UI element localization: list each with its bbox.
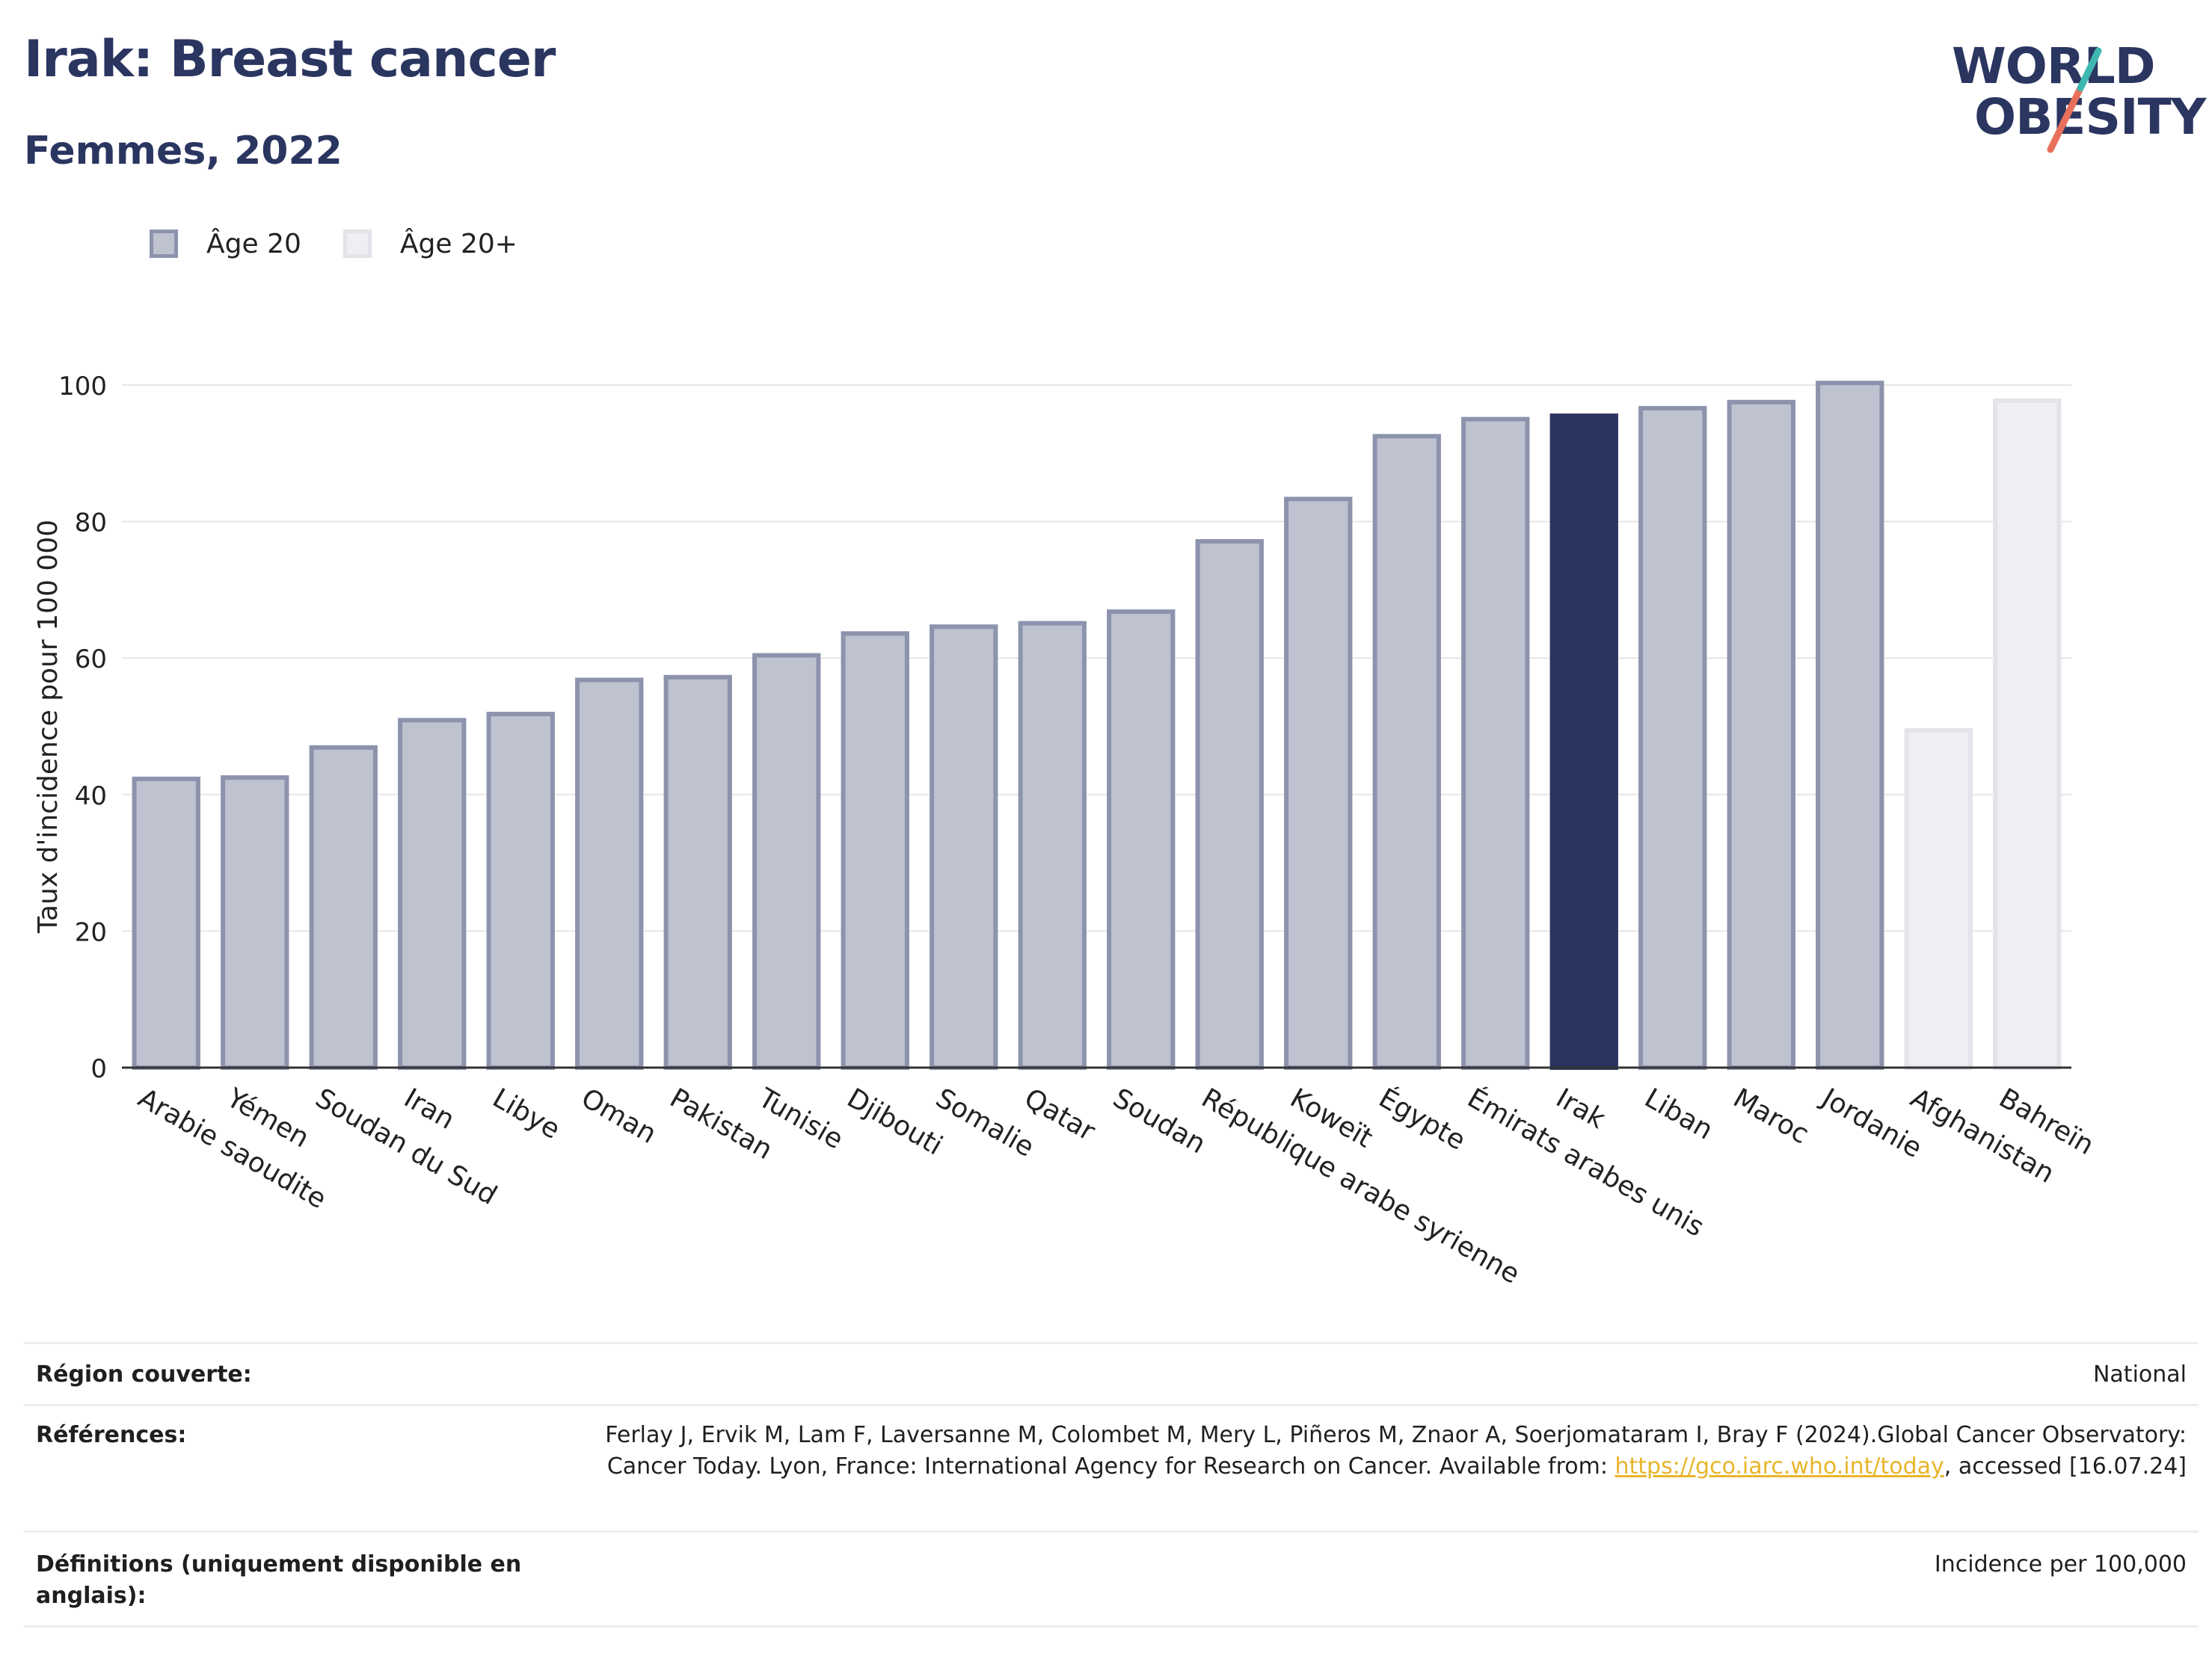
y-tick-label: 60 [75,644,107,674]
bar-chart: 0 20 40 60 80 100 Taux d'incidence pour 100 00… [33,372,2099,1290]
bar [1107,609,1176,1070]
bar [663,674,732,1071]
info-value-references: Ferlay J, Ervik M, Lam F, Laversanne M, … [541,1406,2199,1530]
logo-line-1: WORLD [1952,37,2156,95]
info-value-region: National [2092,1361,2187,1388]
x-tick-label: Soudan [1107,1083,1211,1160]
x-tick-label: Libye [488,1083,565,1145]
bar [1284,496,1353,1070]
bar [1195,539,1264,1070]
legend-swatch-age-20-plus [342,230,372,258]
info-table: Région couverte: National Références: Fe… [24,1342,2199,1628]
bar [1638,406,1707,1071]
legend-swatch-age-20 [150,230,178,258]
x-tick-label: Maroc [1728,1083,1814,1150]
bar [1904,727,1973,1071]
bar [1018,621,1087,1070]
bar [1993,398,2062,1070]
references-accessed: , accessed [16.07.24] [1944,1453,2187,1480]
x-tick-label: Oman [576,1083,661,1150]
bar [398,718,467,1071]
bar [575,677,644,1070]
y-tick-label: 80 [75,508,107,538]
logo-slash-icon [2047,47,2102,153]
y-tick-label: 100 [58,372,107,401]
bar [221,775,289,1070]
legend-label-age-20: Âge 20 [206,228,301,259]
info-row-references: Références: Ferlay J, Ervik M, Lam F, La… [24,1404,2199,1530]
info-label-region: Région couverte: [36,1361,252,1388]
info-label-references: Références: [36,1422,187,1448]
bar [930,624,998,1070]
bar [1816,381,1884,1071]
x-tick-label: Djibouti [842,1083,947,1161]
info-value-definitions: Incidence per 100,000 [1934,1551,2187,1577]
x-tick-label: Iran [399,1083,459,1136]
bar [1727,399,1795,1070]
info-label-definitions: Définitions (uniquement disponible en an… [36,1551,522,1609]
bar [309,745,378,1070]
bar [1549,413,1618,1070]
bar [1461,416,1530,1070]
chart-title: Irak: Breast cancer [24,30,556,89]
references-link[interactable]: https://gco.iarc.who.int/today [1615,1453,1944,1480]
y-tick-label: 0 [90,1054,107,1084]
bar [841,631,909,1071]
y-tick-label: 20 [75,917,107,947]
x-tick-label: Égypte [1374,1082,1471,1156]
chart-subtitle: Femmes, 2022 [24,129,342,173]
info-row-definitions: Définitions (uniquement disponible en an… [24,1530,2199,1628]
bar [132,776,200,1071]
y-tick-label: 40 [75,781,107,811]
chart-legend: Âge 20 Âge 20+ [150,223,559,265]
logo-line-2: OBESITY [1974,88,2206,146]
bar [752,653,821,1071]
y-axis-label: Taux d'incidence pour 100 000 [33,520,64,934]
bar [1372,434,1441,1071]
x-tick-label: Irak [1551,1083,1611,1135]
info-row-region: Région couverte: National [24,1342,2199,1404]
x-tick-label: Jordanie [1816,1082,1927,1164]
bar [486,712,555,1070]
legend-item-age-20[interactable]: Âge 20 [150,229,301,259]
x-tick-label: Somalie [930,1083,1039,1163]
legend-label-age-20-plus: Âge 20+ [399,228,517,259]
x-tick-label: Liban [1639,1083,1718,1145]
references-text: Ferlay J, Ervik M, Lam F, Laversanne M, … [605,1422,2187,1480]
world-obesity-logo: WORLD OBESITY [1952,22,2206,164]
legend-item-age-20-plus[interactable]: Âge 20+ [342,228,517,259]
